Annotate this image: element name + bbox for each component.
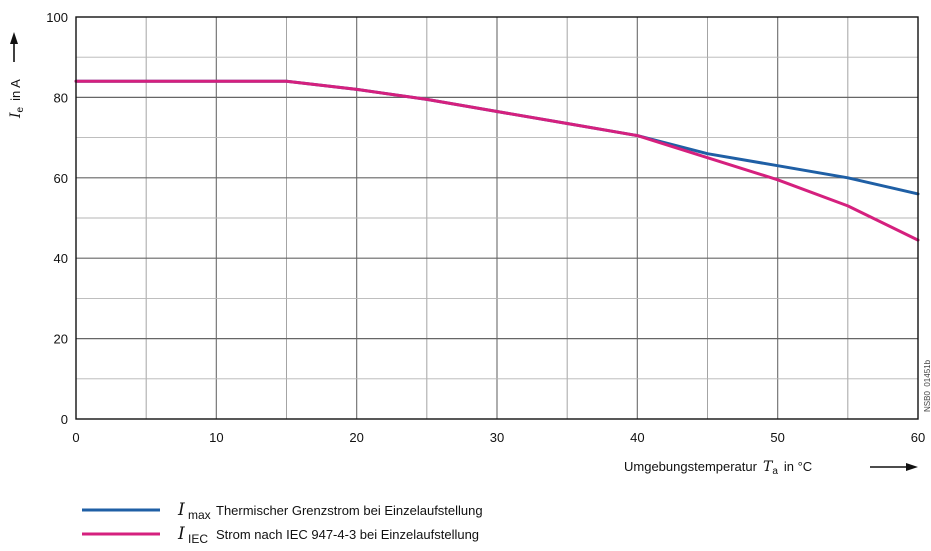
legend-label-iiec: Strom nach IEC 947-4-3 bei Einzelaufstel…	[216, 527, 479, 542]
x-tick-label: 0	[72, 430, 79, 445]
x-axis-subscript: a	[772, 466, 778, 477]
series-lines	[74, 79, 920, 242]
x-axis-arrowhead	[906, 463, 918, 471]
legend-sub-iiec: IEC	[188, 532, 208, 546]
legend-item-iiec: I IEC Strom nach IEC 947-4-3 bei Einzela…	[82, 524, 479, 546]
y-tick-label: 0	[61, 412, 68, 427]
x-tick-label: 50	[770, 430, 784, 445]
legend-symbol-iiec: I	[177, 524, 185, 544]
x-axis-unit: in °C	[784, 459, 812, 474]
y-axis-label: Ie in A	[8, 79, 26, 119]
x-tick-label: 40	[630, 430, 644, 445]
y-tick-label: 80	[54, 90, 68, 105]
y-tick-label: 40	[54, 251, 68, 266]
y-axis-symbol: I	[8, 112, 24, 119]
y-axis-subscript: e	[15, 106, 26, 112]
x-axis-symbol: T	[763, 459, 774, 475]
y-axis-unit: in A	[8, 79, 23, 101]
legend-item-imax: I max Thermischer Grenzstrom bei Einzela…	[82, 500, 483, 522]
x-tick-label: 20	[349, 430, 363, 445]
y-tick-labels: 0 20 40 60 80 100	[46, 10, 68, 427]
y-tick-label: 20	[54, 332, 68, 347]
x-tick-labels: 0 10 20 30 40 50 60	[72, 430, 925, 445]
x-axis-prefix: Umgebungstemperatur	[624, 459, 758, 474]
figure-code: NSB0_01451b	[923, 359, 931, 412]
y-tick-label: 100	[46, 10, 68, 25]
y-tick-label: 60	[54, 171, 68, 186]
x-tick-label: 60	[911, 430, 925, 445]
x-axis-label: Umgebungstemperatur Ta in °C	[624, 459, 812, 477]
legend: I max Thermischer Grenzstrom bei Einzela…	[82, 500, 483, 546]
series-line-iiec	[74, 79, 920, 242]
y-axis-arrowhead	[10, 32, 18, 44]
legend-label-imax: Thermischer Grenzstrom bei Einzelaufstel…	[216, 503, 483, 518]
plot-frame	[75, 16, 919, 420]
legend-sub-imax: max	[188, 508, 211, 522]
x-tick-label: 10	[209, 430, 223, 445]
x-tick-label: 30	[490, 430, 504, 445]
grid-lines	[76, 17, 918, 419]
legend-symbol-imax: I	[177, 500, 185, 520]
